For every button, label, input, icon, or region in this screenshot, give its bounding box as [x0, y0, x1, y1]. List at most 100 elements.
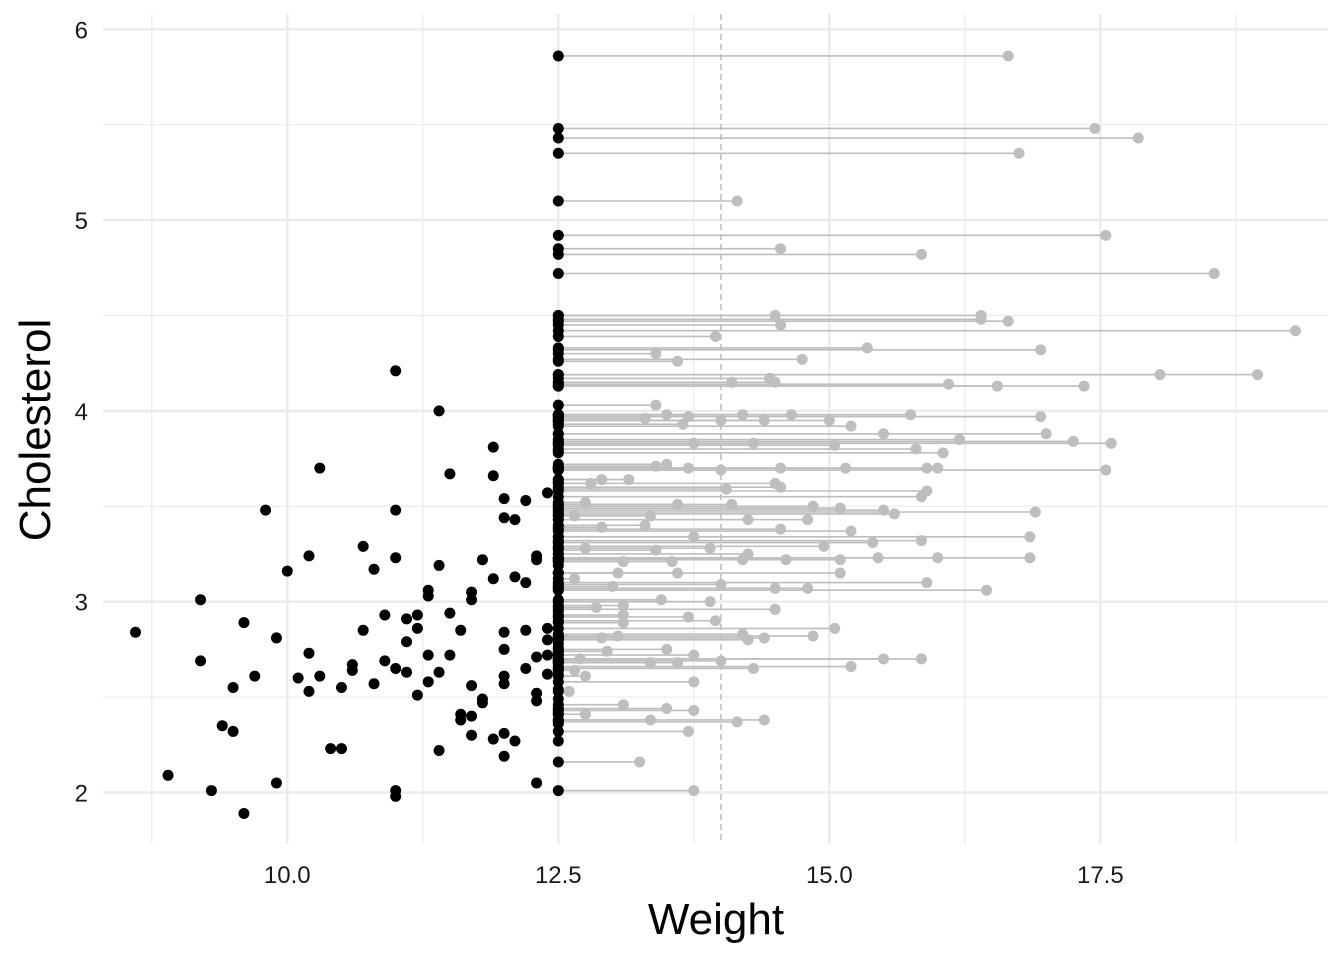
censored-original-point: [905, 409, 917, 421]
observed-point: [541, 634, 553, 646]
censored-original-point: [1002, 50, 1014, 62]
censored-original-point: [775, 243, 787, 255]
censored-point: [552, 147, 564, 159]
censored-original-point: [747, 437, 759, 449]
censored-point: [552, 355, 564, 367]
censored-original-point: [915, 535, 927, 547]
censored-point: [552, 685, 564, 697]
censored-original-point: [769, 582, 781, 594]
censored-original-point: [872, 552, 884, 564]
censored-original-point: [1132, 132, 1144, 144]
observed-point: [520, 624, 532, 636]
censored-original-point: [682, 462, 694, 474]
censored-original-point: [666, 556, 678, 568]
censored-point: [552, 725, 564, 737]
censored-original-point: [1252, 369, 1264, 381]
censored-original-point: [688, 649, 700, 661]
censored-original-point: [720, 483, 732, 495]
censored-original-point: [704, 596, 716, 608]
censored-original-point: [737, 554, 749, 566]
censored-point: [552, 464, 564, 476]
censored-original-point: [704, 542, 716, 554]
censored-original-point: [644, 657, 656, 669]
y-tick-label: 2: [75, 780, 88, 807]
censored-original-point: [829, 439, 841, 451]
observed-point: [541, 487, 553, 499]
censored-original-points: [563, 50, 1301, 797]
censored-original-point: [655, 594, 667, 606]
observed-point: [444, 649, 456, 661]
censored-original-point: [596, 474, 608, 486]
censored-original-point: [617, 556, 629, 568]
censored-original-point: [688, 785, 700, 797]
y-tick-label: 4: [75, 399, 88, 426]
censored-point: [552, 584, 564, 596]
censored-original-point: [688, 437, 700, 449]
observed-point: [401, 636, 413, 648]
observed-point: [227, 725, 239, 737]
observed-point: [346, 659, 358, 671]
censored-original-point: [650, 399, 662, 411]
censored-original-point: [726, 376, 738, 388]
censored-original-point: [845, 661, 857, 673]
observed-point: [401, 613, 413, 625]
censored-original-point: [677, 418, 689, 430]
censored-original-point: [775, 523, 787, 535]
y-axis-title: Cholesterol: [11, 319, 60, 542]
observed-point: [498, 727, 510, 739]
observed-point: [292, 672, 304, 684]
censored-original-point: [910, 443, 922, 455]
censored-original-point: [796, 353, 808, 365]
observed-point: [433, 559, 445, 571]
censored-original-point: [661, 409, 673, 421]
censored-original-point: [639, 519, 651, 531]
censored-original-point: [596, 521, 608, 533]
censored-original-point: [607, 580, 619, 592]
observed-point: [227, 682, 239, 694]
x-tick-label: 17.5: [1077, 862, 1124, 889]
censored-original-point: [1035, 344, 1047, 356]
observed-point: [531, 687, 543, 699]
x-tick-label: 15.0: [806, 862, 853, 889]
censored-original-point: [612, 567, 624, 579]
censored-original-point: [780, 554, 792, 566]
observed-point: [455, 708, 467, 720]
y-axis-tick-labels: 2 3 4 5 6: [75, 17, 88, 807]
censored-original-point: [617, 609, 629, 621]
observed-point: [205, 785, 217, 797]
censored-original-point: [563, 685, 575, 697]
censored-original-point: [682, 411, 694, 423]
observed-point: [390, 790, 402, 802]
observed-point: [162, 769, 174, 781]
censored-original-point: [731, 716, 743, 728]
censored-original-point: [737, 409, 749, 421]
censored-point: [552, 756, 564, 768]
censored-original-point: [747, 662, 759, 674]
observed-point: [422, 590, 434, 602]
observed-point: [466, 680, 478, 692]
censored-point: [552, 380, 564, 392]
censored-original-point: [682, 725, 694, 737]
censored-original-point: [861, 342, 873, 354]
censor-segments: [558, 55, 1296, 792]
censored-original-point: [579, 542, 591, 554]
observed-point: [411, 609, 423, 621]
censored-original-point: [650, 460, 662, 472]
censored-original-point: [639, 413, 651, 425]
observed-points: [130, 50, 564, 819]
censored-point: [552, 645, 564, 657]
censored-original-point: [715, 464, 727, 476]
observed-point: [368, 563, 380, 575]
censored-original-point: [569, 510, 581, 522]
observed-point: [401, 666, 413, 678]
censored-original-point: [758, 632, 770, 644]
observed-point: [520, 577, 532, 589]
censored-original-point: [1029, 506, 1041, 518]
censored-original-point: [617, 617, 629, 629]
observed-point: [335, 682, 347, 694]
censored-original-point: [1078, 380, 1090, 392]
observed-point: [433, 666, 445, 678]
observed-point: [466, 586, 478, 598]
x-axis-title: Weight: [648, 895, 784, 944]
censored-point: [552, 267, 564, 279]
